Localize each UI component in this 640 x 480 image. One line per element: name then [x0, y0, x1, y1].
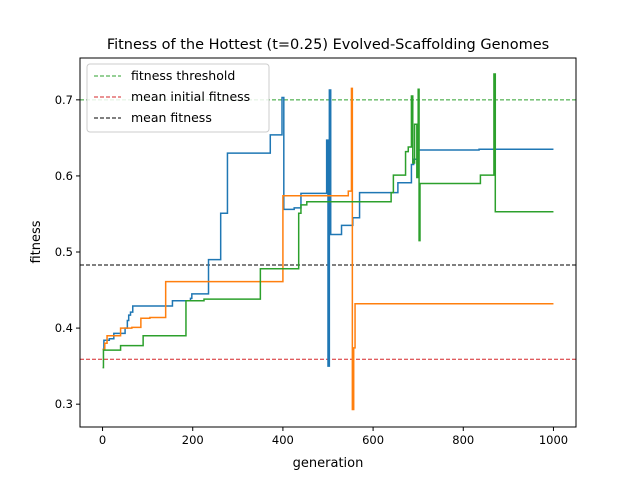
y-tick-label: 0.5	[55, 245, 73, 259]
legend: fitness threshold mean initial fitness mea…	[86, 63, 270, 133]
legend-label: mean fitness	[131, 110, 212, 125]
x-tick-label: 200	[182, 433, 204, 447]
x-tick-label: 1000	[539, 433, 568, 447]
y-tick-label: 0.4	[55, 321, 73, 335]
legend-label: fitness threshold	[131, 68, 235, 83]
chart-title: Fitness of the Hottest (t=0.25) Evolved-…	[107, 37, 549, 53]
x-tick-label: 600	[362, 433, 384, 447]
y-tick-label: 0.7	[55, 93, 73, 107]
x-tick-label: 800	[452, 433, 474, 447]
axes-frame	[79, 57, 577, 428]
x-axis-label: generation	[293, 456, 364, 471]
legend-label: mean initial fitness	[131, 89, 250, 104]
y-axis-label: fitness	[29, 220, 44, 263]
legend-entries: fitness threshold mean initial fitness mea…	[94, 68, 250, 125]
series-line-3	[102, 73, 554, 369]
axes: 0 200 400 600 800 1000 0.3 0.4 0.5 0.6 0.7	[55, 93, 568, 447]
x-tick-label: 400	[272, 433, 294, 447]
legend-box	[86, 63, 270, 133]
plot-area	[80, 73, 576, 411]
y-tick-label: 0.6	[55, 169, 73, 183]
x-tick-label: 0	[99, 433, 106, 447]
series-line-1	[102, 89, 554, 367]
y-tick-label: 0.3	[55, 397, 73, 411]
series-line-2	[102, 87, 554, 411]
